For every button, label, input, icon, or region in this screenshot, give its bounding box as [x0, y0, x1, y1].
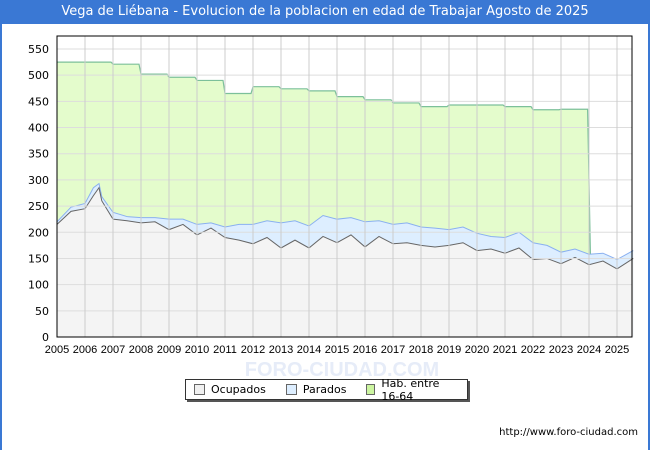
x-tick-label: 2007 [101, 344, 125, 356]
legend-ocupados: Ocupados [194, 383, 266, 396]
legend-parados: Parados [285, 383, 347, 396]
hab-line [57, 61, 591, 255]
x-tick-label: 2006 [73, 344, 97, 356]
y-tick-label: 450 [28, 95, 49, 108]
legend-label: Hab. entre 16-64 [381, 376, 440, 403]
x-tick-label: 2010 [185, 344, 209, 356]
ocupados-line [56, 186, 634, 270]
legend: Ocupados Parados Hab. entre 16-64 [185, 377, 468, 403]
y-tick-label: 100 [28, 279, 49, 292]
ocupados-area [57, 187, 634, 337]
plot-border [56, 35, 633, 338]
legend-swatch-parados [285, 384, 297, 395]
x-tick-label: 2022 [521, 344, 545, 356]
x-tick-label: 2020 [465, 344, 489, 356]
y-tick-label: 300 [28, 174, 49, 187]
y-tick-label: 150 [28, 252, 49, 265]
legend-swatch-hab [366, 384, 376, 395]
x-tick-label: 2019 [437, 344, 461, 356]
legend-label: Parados [302, 383, 347, 396]
y-tick-label: 50 [35, 305, 49, 318]
legend-swatch-ocupados [194, 384, 205, 395]
x-tick-label: 2012 [241, 344, 265, 356]
x-tick-label: 2016 [353, 344, 377, 356]
x-tick-label: 2008 [129, 344, 153, 356]
x-tick-label: 2009 [157, 344, 181, 356]
y-tick-label: 200 [28, 226, 49, 239]
y-tick-label: 0 [42, 331, 49, 344]
x-tick-label: 2013 [269, 344, 293, 356]
x-tick-label: 2011 [213, 344, 237, 356]
y-tick-label: 400 [28, 122, 49, 135]
legend-label: Ocupados [211, 383, 266, 396]
x-tick-label: 2014 [297, 344, 321, 356]
footer-url: http://www.foro-ciudad.com [499, 427, 638, 438]
x-tick-label: 2023 [549, 344, 573, 356]
parados-line [56, 182, 634, 261]
legend-hab: Hab. entre 16-64 [366, 377, 453, 403]
watermark: FORO-CIUDAD.COM [245, 359, 439, 381]
x-tick-label: 2018 [409, 344, 433, 356]
x-tick-label: 2021 [493, 344, 517, 356]
x-tick-label: 2025 [605, 344, 629, 356]
y-tick-label: 350 [28, 148, 49, 161]
y-tick-label: 550 [28, 43, 49, 56]
y-tick-label: 250 [28, 200, 49, 213]
x-tick-label: 2017 [381, 344, 405, 356]
x-tick-label: 2005 [45, 344, 69, 356]
chart-title: Vega de Liébana - Evolucion de la poblac… [2, 0, 648, 24]
y-tick-label: 500 [28, 69, 49, 82]
x-tick-label: 2015 [325, 344, 349, 356]
x-tick-label: 2024 [577, 344, 601, 356]
